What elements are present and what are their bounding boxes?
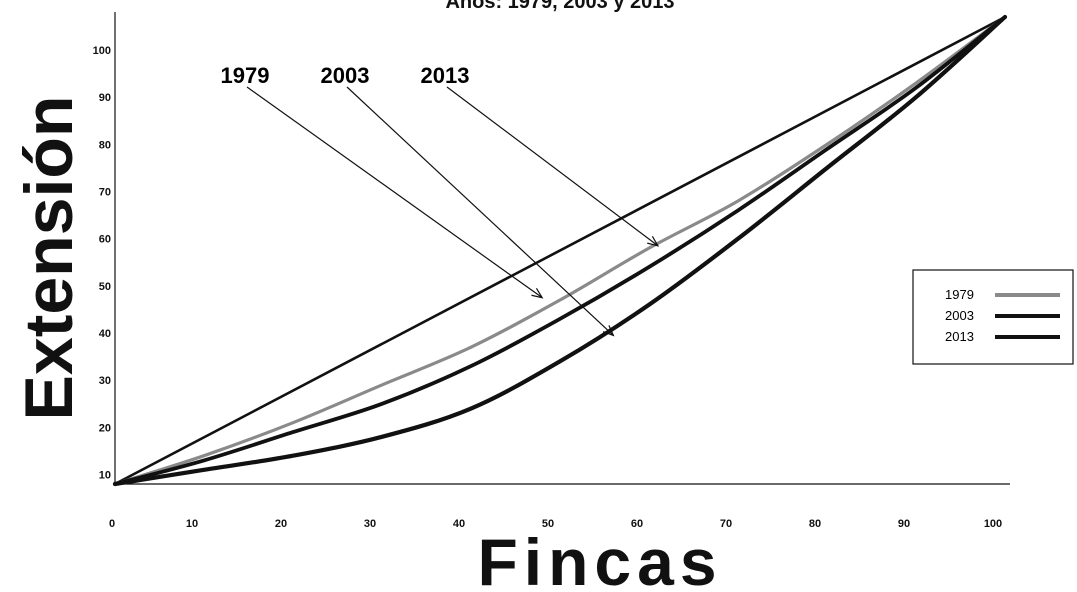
x-tick-label: 60 [631,518,643,530]
x-tick-label: 70 [720,518,732,530]
legend-label-2003: 2003 [945,308,974,323]
equality-line [114,15,1006,486]
y-tick-label: 60 [99,234,111,246]
x-tick-label: 40 [453,518,465,530]
y-tick-label: 80 [99,139,111,151]
annotation-label-2013: 2013 [421,63,470,88]
y-tick-label: 70 [99,187,111,199]
annotation-label-2003: 2003 [321,63,370,88]
series-line-2003 [113,15,1007,486]
annotation-arrow [346,86,614,336]
y-tick-label: 90 [99,92,111,104]
y-tick-label: 50 [99,281,111,293]
x-tick-label: 20 [275,518,287,530]
legend: 1979 2003 2013 [912,269,1074,365]
legend-label-2013: 2013 [945,329,974,344]
series-line-2013 [112,14,1008,487]
x-tick-label: 10 [186,518,198,530]
x-axis-label: Fincas [477,525,722,592]
arrow-head-icon [602,325,615,337]
series-line-1979 [113,15,1007,486]
chart-title: Años: 1979, 2003 y 2013 [445,0,674,13]
y-tick-label: 30 [99,375,111,387]
legend-label-1979: 1979 [945,287,974,302]
x-tick-label: 100 [984,518,1002,530]
y-tick-label: 100 [93,45,111,57]
x-tick-label: 30 [364,518,376,530]
y-tick-label: 20 [99,422,111,434]
y-tick-label: 40 [99,328,111,340]
y-tick-label: 10 [99,470,111,482]
x-tick-label: 80 [809,518,821,530]
y-axis-label: Extensión [11,96,87,421]
x-tick-label: 90 [898,518,910,530]
x-tick-label: 50 [542,518,554,530]
annotation-label-1979: 1979 [221,63,270,88]
annotation-arrow [246,86,543,299]
x-tick-label: 0 [109,518,115,530]
annotation-arrow [446,86,659,247]
arrow-head-icon [531,287,544,299]
arrow-head-icon [647,235,660,247]
